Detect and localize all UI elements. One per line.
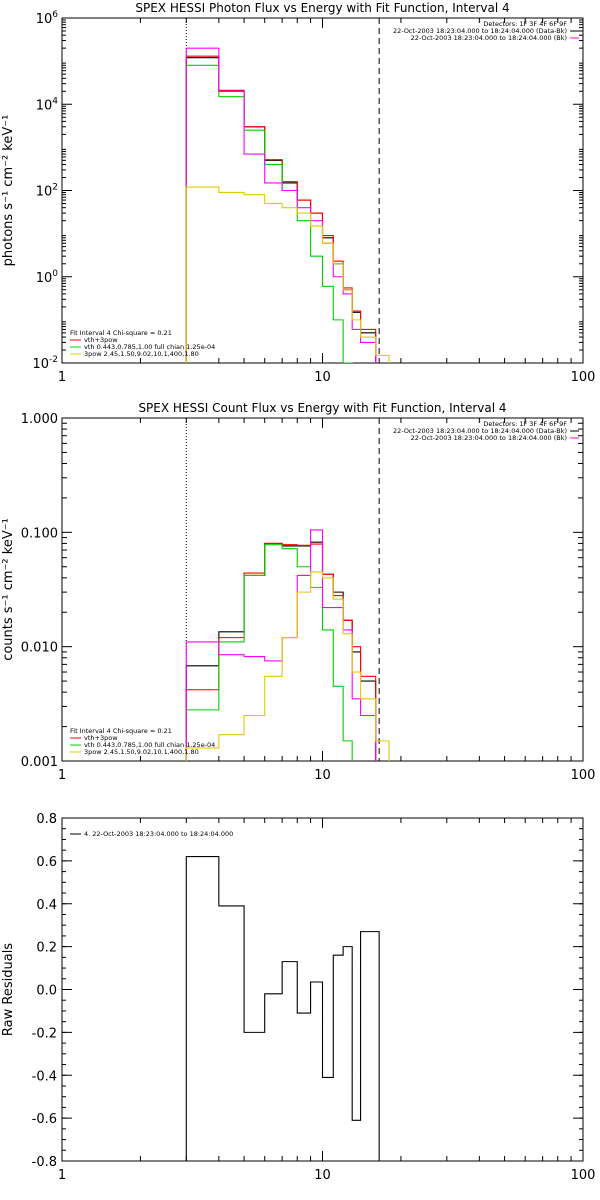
y-tick-label: 0.4 (36, 898, 57, 913)
x-tick-label: 10 (314, 1168, 331, 1183)
y-tick-exponent: 6 (52, 10, 58, 20)
y-tick-label: 0.8 (36, 812, 57, 827)
chart-2: SPEX HESSI Count Flux vs Energy with Fit… (1, 401, 595, 783)
legend-right-entry: 22-Oct-2003 18:23:04.000 to 18:24:04.000… (393, 427, 567, 435)
y-axis-label: photons s⁻¹ cm⁻² keV⁻¹ (1, 115, 16, 267)
series-line-3 (185, 64, 353, 363)
x-tick-label: 100 (571, 1168, 596, 1183)
y-tick-label: -0.8 (32, 1155, 57, 1170)
y-tick-exponent: 4 (52, 96, 58, 106)
chart-title: SPEX HESSI Count Flux vs Energy with Fit… (138, 401, 506, 415)
y-tick-exponent: -2 (49, 355, 58, 365)
legend-left-header: Fit Interval 4 Chi-square = 0.21 (70, 727, 172, 735)
series-line-2 (185, 55, 377, 363)
x-tick-label: 1 (58, 370, 66, 385)
legend-left-entry: vth+3pow (84, 734, 118, 742)
series-line-2 (185, 542, 377, 761)
y-tick-exponent: 0 (52, 269, 58, 279)
series-line-1 (185, 541, 377, 761)
legend-right-entry: Detectors: 1F 3F 4F 6F 9F (483, 20, 567, 28)
legend-left-header: Fit Interval 4 Chi-square = 0.21 (70, 329, 172, 337)
legend-left-header: 4. 22-Oct-2003 18:23:04.000 to 18:24:04.… (84, 830, 233, 838)
y-axis-label: Raw Residuals (1, 943, 16, 1036)
legend-right-entry: 22-Oct-2003 18:23:04.000 to 18:24:04.000… (393, 27, 567, 35)
x-tick-label: 10 (314, 370, 331, 385)
legend-left-entry: vth+3pow (84, 336, 118, 344)
y-tick-label: 0.0 (36, 984, 57, 999)
y-tick-label: 1.000 (21, 412, 58, 427)
y-tick-label: 100 (36, 269, 59, 286)
x-tick-label: 100 (571, 370, 596, 385)
plot-area (185, 856, 380, 1161)
y-tick-label: 106 (36, 10, 59, 27)
y-tick-label: 0.6 (36, 855, 57, 870)
y-tick-base: 10 (36, 185, 53, 200)
plot-frame (61, 17, 584, 364)
x-tick-label: 100 (571, 768, 596, 783)
chart-3: Raw Residuals 1 10 100 -0.8 -0.6 -0.4 -0.2 0.0 0.… (1, 812, 595, 1183)
y-tick-label: 0.010 (21, 641, 58, 656)
y-tick-label: -0.4 (32, 1069, 57, 1084)
y-tick-base: 10 (36, 271, 53, 286)
legend-left-entry: 3pow 2.45,1.50,9.02,10.1,400,1.80 (84, 350, 199, 358)
legend-right-entry: 22-Oct-2003 18:23:04.000 to 18:24:04.000… (411, 34, 567, 42)
y-tick-base: 10 (36, 98, 53, 113)
legend-right-entry: Detectors: 1F 3F 4F 6F 9F (483, 420, 567, 428)
plot-area (185, 418, 390, 761)
legend-left-entry: 3pow 2.45,1.50,9.02,10.1,400,1.80 (84, 748, 199, 756)
legend-left-entry: vth 0.443,0.785,1.00 full chian 1.25e-04 (84, 741, 215, 749)
y-tick-label: 0.001 (21, 755, 58, 770)
series-line-3 (185, 544, 353, 761)
x-tick-label: 1 (58, 1168, 66, 1183)
y-tick-label: 102 (36, 183, 58, 200)
y-tick-exponent: 2 (52, 183, 58, 193)
series-line-5 (185, 186, 390, 363)
plot-area (185, 18, 390, 363)
x-tick-label: 10 (314, 768, 331, 783)
chart-1: SPEX HESSI Photon Flux vs Energy with Fi… (1, 1, 595, 385)
residual-line (185, 856, 380, 1161)
legend-right-entry: 22-Oct-2003 18:23:04.000 to 18:24:04.000… (411, 434, 567, 442)
series-line-4 (185, 47, 377, 363)
x-tick-label: 1 (58, 768, 66, 783)
y-tick-base: 10 (36, 12, 53, 27)
y-tick-label: 0.100 (21, 526, 58, 541)
y-tick-label: -0.6 (32, 1112, 57, 1127)
series-line-1 (185, 57, 377, 363)
y-tick-label: 0.2 (36, 941, 57, 956)
y-tick-label: 10-2 (32, 355, 58, 372)
y-axis-label: counts s⁻¹ cm⁻² keV⁻¹ (1, 518, 16, 661)
y-tick-label: 104 (36, 96, 59, 113)
y-tick-base: 10 (32, 357, 49, 372)
chart-title: SPEX HESSI Photon Flux vs Energy with Fi… (135, 1, 509, 15)
series-line-5 (185, 571, 390, 761)
legend-left-entry: vth 0.443,0.785,1.00 full chian 1.25e-04 (84, 343, 215, 351)
series-line-4 (185, 529, 377, 761)
y-tick-label: -0.2 (32, 1026, 57, 1041)
